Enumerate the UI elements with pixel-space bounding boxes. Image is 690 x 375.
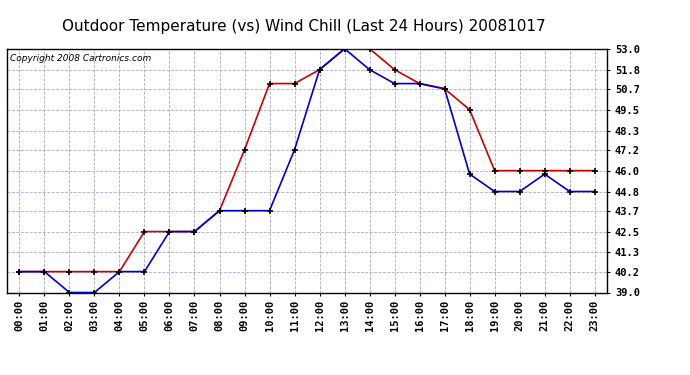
Text: Outdoor Temperature (vs) Wind Chill (Last 24 Hours) 20081017: Outdoor Temperature (vs) Wind Chill (Las… xyxy=(62,19,545,34)
Text: Copyright 2008 Cartronics.com: Copyright 2008 Cartronics.com xyxy=(10,54,151,63)
